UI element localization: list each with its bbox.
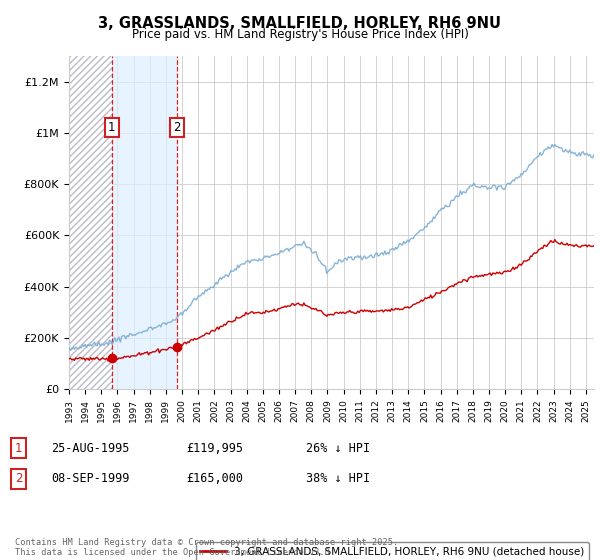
Legend: 3, GRASSLANDS, SMALLFIELD, HORLEY, RH6 9NU (detached house), HPI: Average price,: 3, GRASSLANDS, SMALLFIELD, HORLEY, RH6 9…: [196, 542, 589, 560]
Text: 26% ↓ HPI: 26% ↓ HPI: [306, 441, 370, 455]
Text: 1: 1: [15, 441, 23, 455]
Text: 38% ↓ HPI: 38% ↓ HPI: [306, 472, 370, 486]
Text: 25-AUG-1995: 25-AUG-1995: [51, 441, 130, 455]
Text: 2: 2: [173, 122, 181, 134]
Text: Contains HM Land Registry data © Crown copyright and database right 2025.
This d: Contains HM Land Registry data © Crown c…: [15, 538, 398, 557]
Text: Price paid vs. HM Land Registry's House Price Index (HPI): Price paid vs. HM Land Registry's House …: [131, 28, 469, 41]
Text: 3, GRASSLANDS, SMALLFIELD, HORLEY, RH6 9NU: 3, GRASSLANDS, SMALLFIELD, HORLEY, RH6 9…: [98, 16, 502, 31]
Text: 08-SEP-1999: 08-SEP-1999: [51, 472, 130, 486]
Text: 1: 1: [108, 122, 116, 134]
Text: £165,000: £165,000: [186, 472, 243, 486]
Text: £119,995: £119,995: [186, 441, 243, 455]
Text: 2: 2: [15, 472, 23, 486]
